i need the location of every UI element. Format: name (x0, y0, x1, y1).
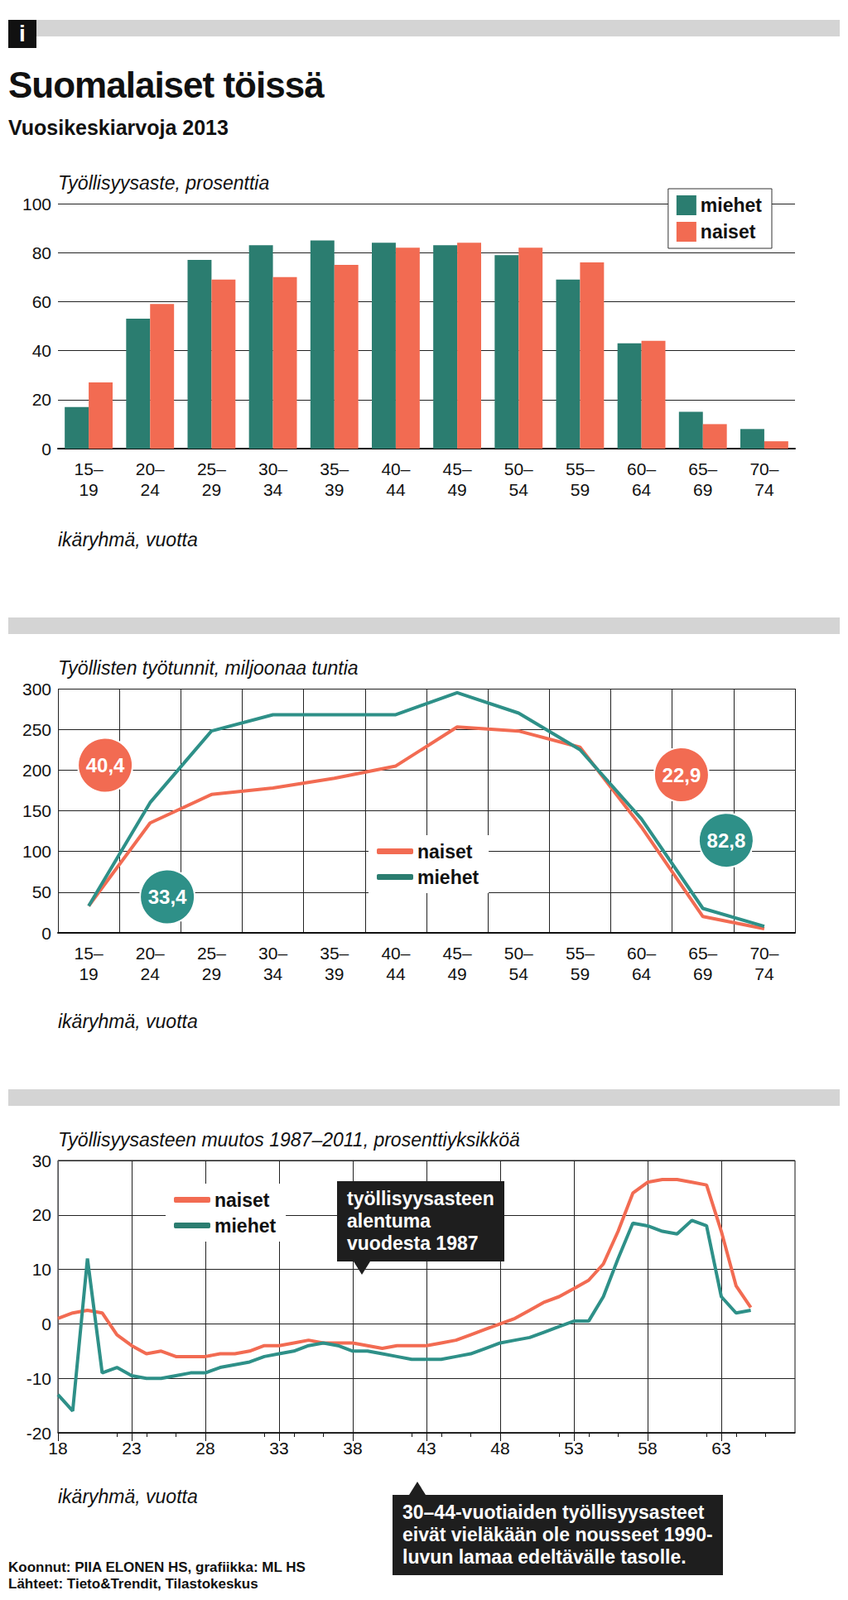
svg-text:30–: 30– (258, 944, 288, 964)
html-text:työllisyysasteen alentuma vuod: työllisyysasteen alentuma vuodesta 1987 (346, 1188, 495, 1255)
svg-text:ikäryhmä, vuotta: ikäryhmä, vuotta (57, 1486, 198, 1509)
svg-text:64: 64 (631, 480, 652, 500)
svg-text:64: 64 (631, 964, 652, 984)
svg-text:19: 19 (78, 964, 98, 984)
svg-text:250: 250 (22, 720, 52, 740)
html-text:i: i (19, 20, 26, 47)
svg-text:44: 44 (385, 964, 406, 984)
svg-text:-20: -20 (26, 1423, 52, 1444)
svg-text:300: 300 (22, 679, 52, 699)
svg-text:28: 28 (195, 1439, 215, 1459)
svg-text:34: 34 (263, 480, 284, 500)
svg-text:29: 29 (202, 964, 222, 984)
svg-text:40,4: 40,4 (86, 754, 126, 777)
svg-text:55–: 55– (565, 459, 595, 479)
svg-text:49: 49 (447, 964, 467, 984)
svg-text:80: 80 (32, 243, 52, 263)
svg-text:miehet: miehet (417, 867, 479, 889)
svg-text:-10: -10 (26, 1369, 52, 1389)
svg-text:33,4: 33,4 (148, 886, 188, 909)
html-text:Vuosikeskiarvoja 2013: Vuosikeskiarvoja 2013 (8, 115, 229, 140)
svg-text:20–: 20– (135, 459, 165, 479)
svg-text:48: 48 (490, 1439, 510, 1459)
svg-text:74: 74 (754, 964, 775, 984)
svg-text:40–: 40– (380, 944, 410, 964)
svg-text:43: 43 (416, 1439, 436, 1459)
svg-text:29: 29 (202, 480, 222, 500)
svg-text:Työllisyysasteen muutos 1987–2: Työllisyysasteen muutos 1987–2011, prose… (57, 1129, 521, 1152)
svg-text:65–: 65– (688, 459, 718, 479)
svg-text:25–: 25– (197, 944, 227, 964)
svg-text:44: 44 (385, 480, 406, 500)
svg-text:150: 150 (22, 801, 52, 821)
svg-text:59: 59 (570, 964, 590, 984)
svg-text:82,8: 82,8 (707, 829, 747, 853)
svg-text:70–: 70– (749, 459, 779, 479)
svg-text:53: 53 (563, 1439, 583, 1459)
svg-text:39: 39 (324, 964, 344, 984)
svg-text:69: 69 (693, 480, 713, 500)
svg-text:60–: 60– (626, 944, 656, 964)
svg-text:24: 24 (140, 480, 161, 500)
svg-text:59: 59 (570, 480, 590, 500)
svg-text:naiset: naiset (214, 1190, 270, 1212)
svg-text:39: 39 (324, 480, 344, 500)
svg-text:20: 20 (32, 1205, 52, 1225)
svg-text:60: 60 (32, 292, 52, 312)
svg-text:63: 63 (711, 1439, 731, 1459)
html-text:Suomalaiset töissä: Suomalaiset töissä (8, 64, 324, 106)
svg-text:34: 34 (263, 964, 284, 984)
svg-text:200: 200 (22, 761, 52, 781)
svg-text:22,9: 22,9 (662, 764, 702, 787)
svg-text:ikäryhmä, vuotta: ikäryhmä, vuotta (57, 1011, 198, 1033)
svg-text:25–: 25– (197, 459, 227, 479)
svg-text:69: 69 (693, 964, 713, 984)
svg-text:miehet: miehet (214, 1215, 276, 1238)
svg-text:15–: 15– (74, 459, 104, 479)
svg-text:ikäryhmä, vuotta: ikäryhmä, vuotta (57, 529, 198, 551)
svg-text:49: 49 (447, 480, 467, 500)
svg-text:74: 74 (754, 480, 775, 500)
svg-text:40–: 40– (380, 459, 410, 479)
svg-text:65–: 65– (688, 944, 718, 964)
svg-text:miehet: miehet (700, 194, 762, 217)
svg-text:35–: 35– (319, 944, 349, 964)
svg-text:50–: 50– (504, 944, 534, 964)
svg-text:45–: 45– (443, 459, 473, 479)
svg-text:58: 58 (637, 1439, 657, 1459)
svg-text:0: 0 (41, 924, 52, 944)
svg-text:100: 100 (22, 842, 52, 862)
svg-text:10: 10 (32, 1260, 52, 1280)
svg-text:50: 50 (32, 882, 52, 902)
svg-text:55–: 55– (565, 944, 595, 964)
svg-text:0: 0 (41, 1315, 52, 1335)
svg-text:33: 33 (269, 1439, 289, 1459)
html-text:Koonnut: PIIA ELONEN HS, grafi: Koonnut: PIIA ELONEN HS, grafiikka: ML H… (8, 1560, 306, 1593)
svg-text:100: 100 (22, 194, 52, 214)
svg-text:30–: 30– (258, 459, 288, 479)
svg-text:23: 23 (121, 1439, 141, 1459)
svg-text:naiset: naiset (700, 221, 757, 243)
svg-text:15–: 15– (74, 944, 104, 964)
svg-text:40: 40 (32, 341, 52, 361)
svg-text:18: 18 (48, 1439, 68, 1459)
svg-text:Työllisten työtunnit, miljoona: Työllisten työtunnit, miljoonaa tuntia (57, 657, 359, 680)
html-text:30–44-vuotiaiden työllisyysast: 30–44-vuotiaiden työllisyysasteet eivät … (402, 1502, 713, 1569)
svg-text:Työllisyysaste, prosenttia: Työllisyysaste, prosenttia (57, 172, 270, 194)
svg-text:20: 20 (32, 390, 52, 410)
svg-text:50–: 50– (504, 459, 534, 479)
svg-text:38: 38 (342, 1439, 362, 1459)
svg-text:45–: 45– (443, 944, 473, 964)
svg-text:30: 30 (32, 1151, 52, 1171)
svg-text:20–: 20– (135, 944, 165, 964)
svg-text:54: 54 (509, 480, 530, 500)
svg-text:60–: 60– (626, 459, 656, 479)
svg-text:54: 54 (509, 964, 530, 984)
svg-text:naiset: naiset (417, 841, 473, 863)
svg-text:0: 0 (41, 439, 52, 459)
svg-text:24: 24 (140, 964, 161, 984)
svg-text:35–: 35– (319, 459, 349, 479)
svg-text:70–: 70– (749, 944, 779, 964)
svg-text:19: 19 (78, 480, 98, 500)
